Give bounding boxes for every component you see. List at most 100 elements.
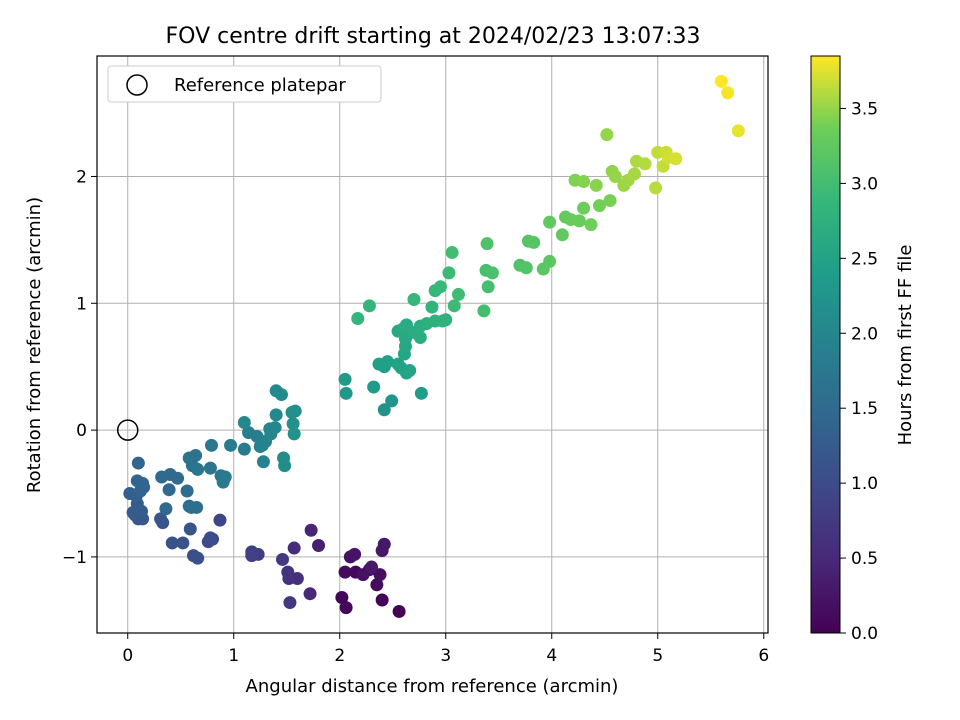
data-point — [433, 280, 447, 294]
data-point — [721, 86, 735, 100]
data-point — [414, 386, 428, 400]
data-point — [362, 299, 376, 313]
data-point — [577, 201, 591, 215]
y-tick-label: 1 — [76, 294, 87, 314]
data-point — [527, 235, 541, 249]
data-point — [224, 438, 238, 452]
data-point — [577, 175, 591, 189]
data-point — [731, 124, 745, 138]
x-tick-label: 4 — [546, 646, 557, 666]
y-tick-label: 0 — [76, 421, 87, 441]
data-point — [278, 459, 292, 473]
y-axis-ticks: −1 0 1 2 — [62, 167, 97, 568]
data-point — [268, 421, 282, 435]
colorbar-tick-label: 2.5 — [851, 249, 878, 269]
legend-label: Reference platepar — [174, 75, 346, 96]
data-point — [162, 483, 176, 497]
data-point — [213, 513, 227, 527]
colorbar-tick-label: 3.0 — [851, 174, 878, 194]
chart-title: FOV centre drift starting at 2024/02/23 … — [166, 24, 701, 49]
data-point — [519, 261, 533, 275]
data-point — [638, 157, 652, 171]
data-point — [303, 587, 317, 601]
data-point — [256, 455, 270, 469]
data-point — [543, 254, 557, 268]
data-point — [451, 287, 465, 301]
data-point — [351, 312, 365, 326]
data-point — [245, 549, 259, 563]
data-point — [339, 601, 353, 615]
x-tick-label: 2 — [334, 646, 345, 666]
data-point — [392, 604, 406, 618]
data-point — [203, 531, 217, 545]
data-point — [123, 487, 137, 501]
grid-lines — [97, 56, 768, 633]
data-point — [439, 313, 453, 327]
data-point — [312, 538, 326, 552]
data-point — [445, 246, 459, 260]
data-point — [600, 128, 614, 142]
data-point — [603, 194, 617, 208]
data-point — [669, 152, 683, 166]
data-point — [276, 552, 290, 566]
data-point — [237, 442, 251, 456]
legend: Reference platepar — [107, 65, 382, 103]
data-point — [442, 266, 456, 280]
x-axis-label: Angular distance from reference (arcmin) — [246, 676, 619, 697]
data-point — [584, 218, 598, 232]
x-tick-label: 1 — [228, 646, 239, 666]
data-point — [269, 408, 283, 422]
colorbar-tick-label: 1.0 — [851, 474, 878, 494]
data-point — [608, 169, 622, 183]
data-point — [572, 214, 586, 228]
x-tick-label: 6 — [758, 646, 769, 666]
colorbar-ticks: 0.0 0.5 1.0 1.5 2.0 2.5 3.0 3.5 — [840, 99, 878, 644]
data-point — [190, 500, 204, 514]
data-point — [288, 404, 302, 418]
data-point — [356, 568, 370, 582]
colorbar-tick-label: 0.5 — [851, 549, 878, 569]
data-point — [287, 427, 301, 441]
data-point — [543, 215, 557, 229]
data-point — [377, 403, 391, 417]
data-point — [425, 300, 439, 314]
colorbar-gradient — [810, 55, 841, 634]
data-point — [477, 304, 491, 318]
x-tick-label: 5 — [652, 646, 663, 666]
data-point — [714, 74, 728, 88]
data-point — [216, 475, 230, 489]
data-point — [154, 512, 168, 526]
data-point — [403, 363, 417, 377]
data-point — [281, 565, 295, 579]
data-point — [287, 541, 301, 555]
data-point — [338, 372, 352, 386]
data-point — [365, 560, 379, 574]
colorbar-tick-label: 1.5 — [851, 399, 878, 419]
plot-frame — [96, 55, 769, 634]
data-point — [375, 593, 389, 607]
data-point — [348, 547, 362, 561]
colorbar-label: Hours from first FF file — [895, 245, 916, 446]
y-tick-label: 2 — [76, 167, 87, 187]
data-point — [335, 590, 349, 604]
colorbar-tick-label: 0.0 — [851, 624, 878, 644]
colorbar-tick-label: 3.5 — [851, 99, 878, 119]
data-point — [237, 415, 251, 429]
data-point — [204, 438, 218, 452]
data-point — [649, 181, 663, 195]
data-point — [367, 380, 381, 394]
data-point — [304, 523, 318, 537]
data-point — [339, 386, 353, 400]
data-point — [338, 565, 352, 579]
data-point — [191, 462, 205, 476]
x-axis-ticks: 0 1 2 3 4 5 6 — [122, 633, 769, 666]
scatter-points — [123, 74, 745, 618]
data-point — [413, 331, 427, 345]
data-point — [191, 551, 205, 565]
data-point — [375, 544, 389, 558]
data-point — [380, 355, 394, 369]
data-point — [589, 178, 603, 192]
data-point — [283, 596, 297, 610]
data-point — [480, 237, 494, 251]
